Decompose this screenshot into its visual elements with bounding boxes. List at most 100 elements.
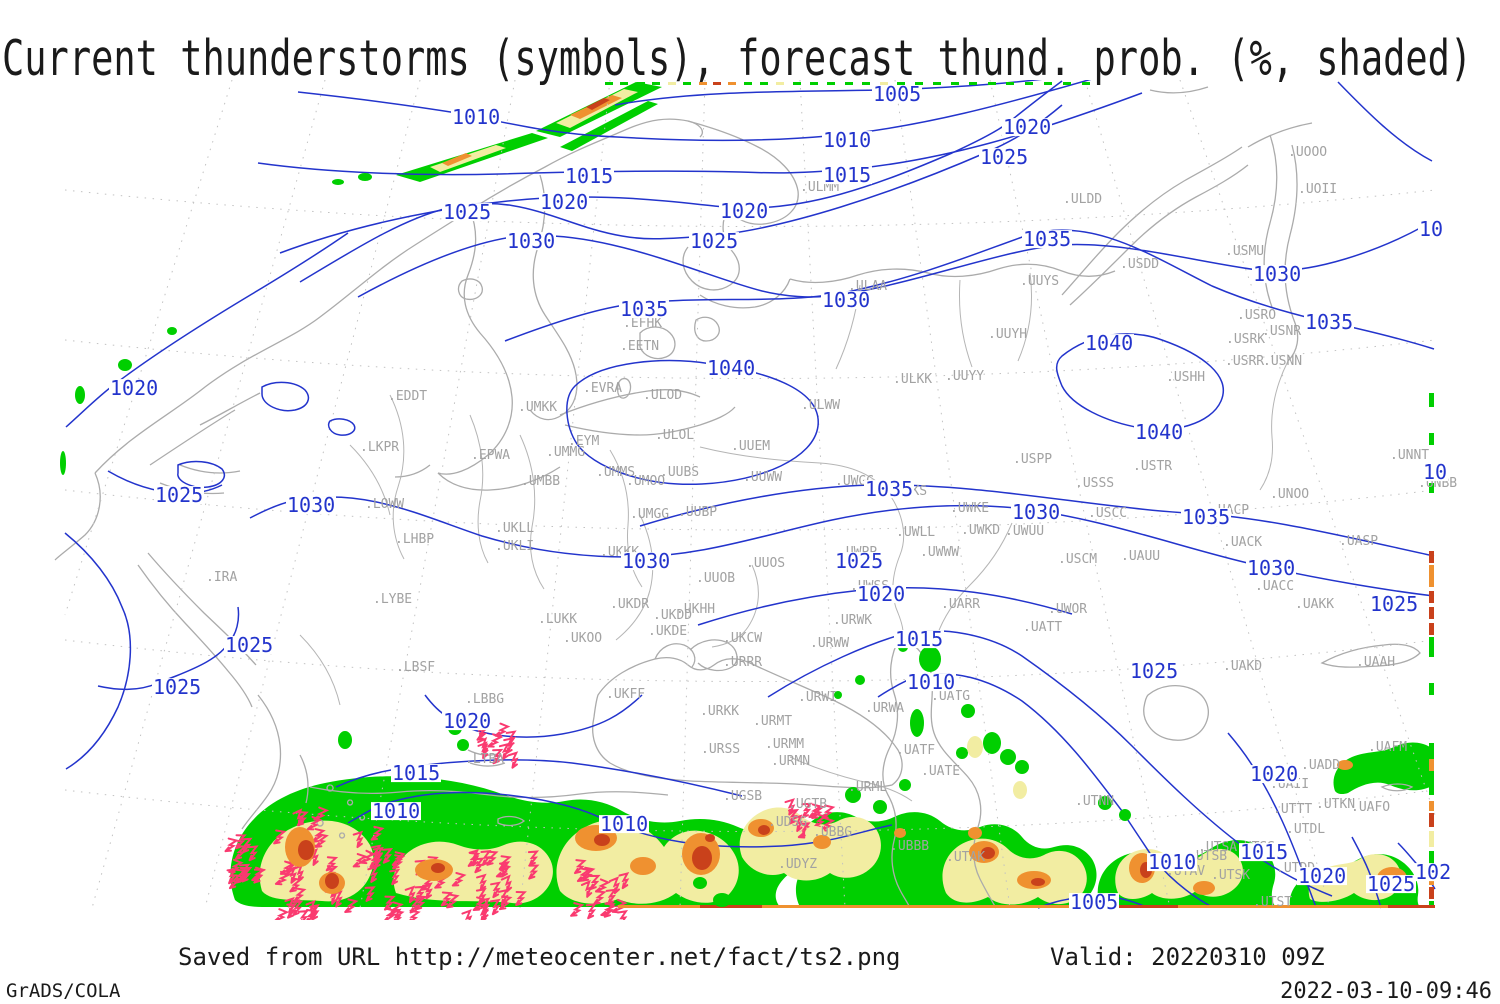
station-label: .UBBG xyxy=(813,825,853,840)
shading-blob xyxy=(968,827,982,839)
station-label: .UBBB xyxy=(890,839,930,854)
edge-shading-tick xyxy=(969,82,977,85)
station-label: .UKCW xyxy=(723,631,763,646)
edge-shading-tick xyxy=(1044,82,1052,85)
pressure-label: 1015 xyxy=(822,163,873,188)
pressure-label: 1025 xyxy=(979,145,1030,170)
edge-shading-tick xyxy=(827,82,835,85)
thunderstorm-symbol xyxy=(273,908,288,920)
station-label: .UWWW xyxy=(920,545,960,560)
shading-blob xyxy=(693,877,707,889)
pressure-label: 1020 xyxy=(109,376,160,401)
pressure-label: 1035 xyxy=(619,297,670,322)
station-label: .UKLL xyxy=(495,521,535,536)
station-label: .UWOR xyxy=(1048,602,1088,617)
station-label: .URSS xyxy=(701,742,741,757)
edge-shading-tick xyxy=(618,905,1435,908)
edge-shading-tick xyxy=(699,82,707,85)
edge-shading-tick xyxy=(700,905,762,908)
edge-shading-tick xyxy=(845,82,853,85)
station-label: .EPWA xyxy=(471,448,511,463)
station-label: .UTNN xyxy=(1075,794,1115,809)
edge-shading-tick xyxy=(1429,801,1434,811)
pressure-label: 1025 xyxy=(152,675,203,700)
shading-blob xyxy=(981,847,995,859)
pressure-label: 1010 xyxy=(371,799,422,824)
station-label: .UMOO xyxy=(626,474,666,489)
station-label: .USCC xyxy=(1088,506,1128,521)
shading-blob xyxy=(692,846,712,870)
thunderstorm-symbol xyxy=(297,910,309,920)
shading-blob xyxy=(956,747,968,759)
pressure-label: 1005 xyxy=(1069,890,1120,915)
shading-blob xyxy=(1193,881,1215,895)
station-label: .ULDD xyxy=(1063,192,1103,207)
station-label: .UMMS xyxy=(596,465,636,480)
shading-blob xyxy=(919,646,941,672)
pressure-label: 10 xyxy=(1418,217,1445,242)
pressure-label: 1035 xyxy=(1022,227,1073,252)
pressure-label: 102 xyxy=(1414,860,1453,885)
edge-shading-tick xyxy=(1429,637,1434,657)
shading-blob xyxy=(855,675,865,685)
shading-blob xyxy=(1098,796,1112,810)
station-label: .URMM xyxy=(765,737,805,752)
edge-shading-tick xyxy=(620,82,628,85)
station-label: .UOOO xyxy=(1288,145,1328,160)
pressure-label: 1030 xyxy=(821,288,872,313)
pressure-label: 1005 xyxy=(872,82,923,107)
pressure-label: 1015 xyxy=(894,627,945,652)
shading-blob xyxy=(1031,878,1045,886)
edge-shading-tick xyxy=(1429,813,1434,827)
station-label: .EDDT xyxy=(388,389,428,404)
pressure-label: 1020 xyxy=(1002,115,1053,140)
shading-blob xyxy=(167,327,177,335)
station-label: .UTSK xyxy=(1211,868,1251,883)
station-label: .UWUU xyxy=(1005,524,1045,539)
station-label: .UTST xyxy=(1253,895,1293,910)
station-label: .USPP xyxy=(1013,452,1053,467)
shading-blob xyxy=(899,779,911,791)
edge-shading-tick xyxy=(605,82,613,85)
shading-blob xyxy=(75,386,85,404)
station-label: .UUYS xyxy=(1020,274,1060,289)
edge-shading-tick xyxy=(880,82,888,85)
station-label: .UWLL xyxy=(896,525,936,540)
edge-shading-tick xyxy=(1025,82,1033,85)
station-label: .UKDR xyxy=(610,597,650,612)
edge-shading-tick xyxy=(1006,82,1014,85)
pressure-label: 1015 xyxy=(1239,840,1290,865)
station-label: .UUYY xyxy=(945,369,985,384)
pressure-label: 1025 xyxy=(154,483,205,508)
station-label: .URWK xyxy=(833,613,873,628)
station-label: .USRK xyxy=(1226,332,1266,347)
pressure-label: 1020 xyxy=(539,190,590,215)
pressure-label: 1020 xyxy=(719,199,770,224)
station-label: .EVRA xyxy=(583,381,623,396)
station-label: .UAKD xyxy=(1223,659,1263,674)
graticule xyxy=(64,80,1436,909)
station-label: .UUOB xyxy=(696,571,736,586)
station-label: .LUKK xyxy=(538,612,578,627)
station-label: .UATG xyxy=(931,689,971,704)
edge-shading-tick xyxy=(988,82,996,85)
edge-shading-tick xyxy=(1429,591,1434,603)
edge-shading-tick xyxy=(668,82,676,85)
edge-shading-tick xyxy=(862,82,870,85)
edge-shading-tick xyxy=(728,82,736,85)
station-label: .USNN xyxy=(1263,354,1303,369)
pressure-label: 1030 xyxy=(286,493,337,518)
station-label: .UARR xyxy=(941,597,981,612)
shading-blob xyxy=(967,736,983,758)
pressure-label: 1035 xyxy=(1181,505,1232,530)
edge-shading-tick xyxy=(1429,901,1434,908)
rivers-and-borders xyxy=(299,272,1289,802)
station-label: .UOII xyxy=(1298,182,1338,197)
edge-shading-tick xyxy=(1082,82,1090,85)
station-label: .UNNT xyxy=(1390,448,1430,463)
thunderstorm-symbol xyxy=(487,733,502,751)
shading-blob xyxy=(813,835,831,849)
station-label: .UUBP xyxy=(678,505,718,520)
pressure-label: 1030 xyxy=(506,229,557,254)
edge-shading-tick xyxy=(776,82,784,85)
